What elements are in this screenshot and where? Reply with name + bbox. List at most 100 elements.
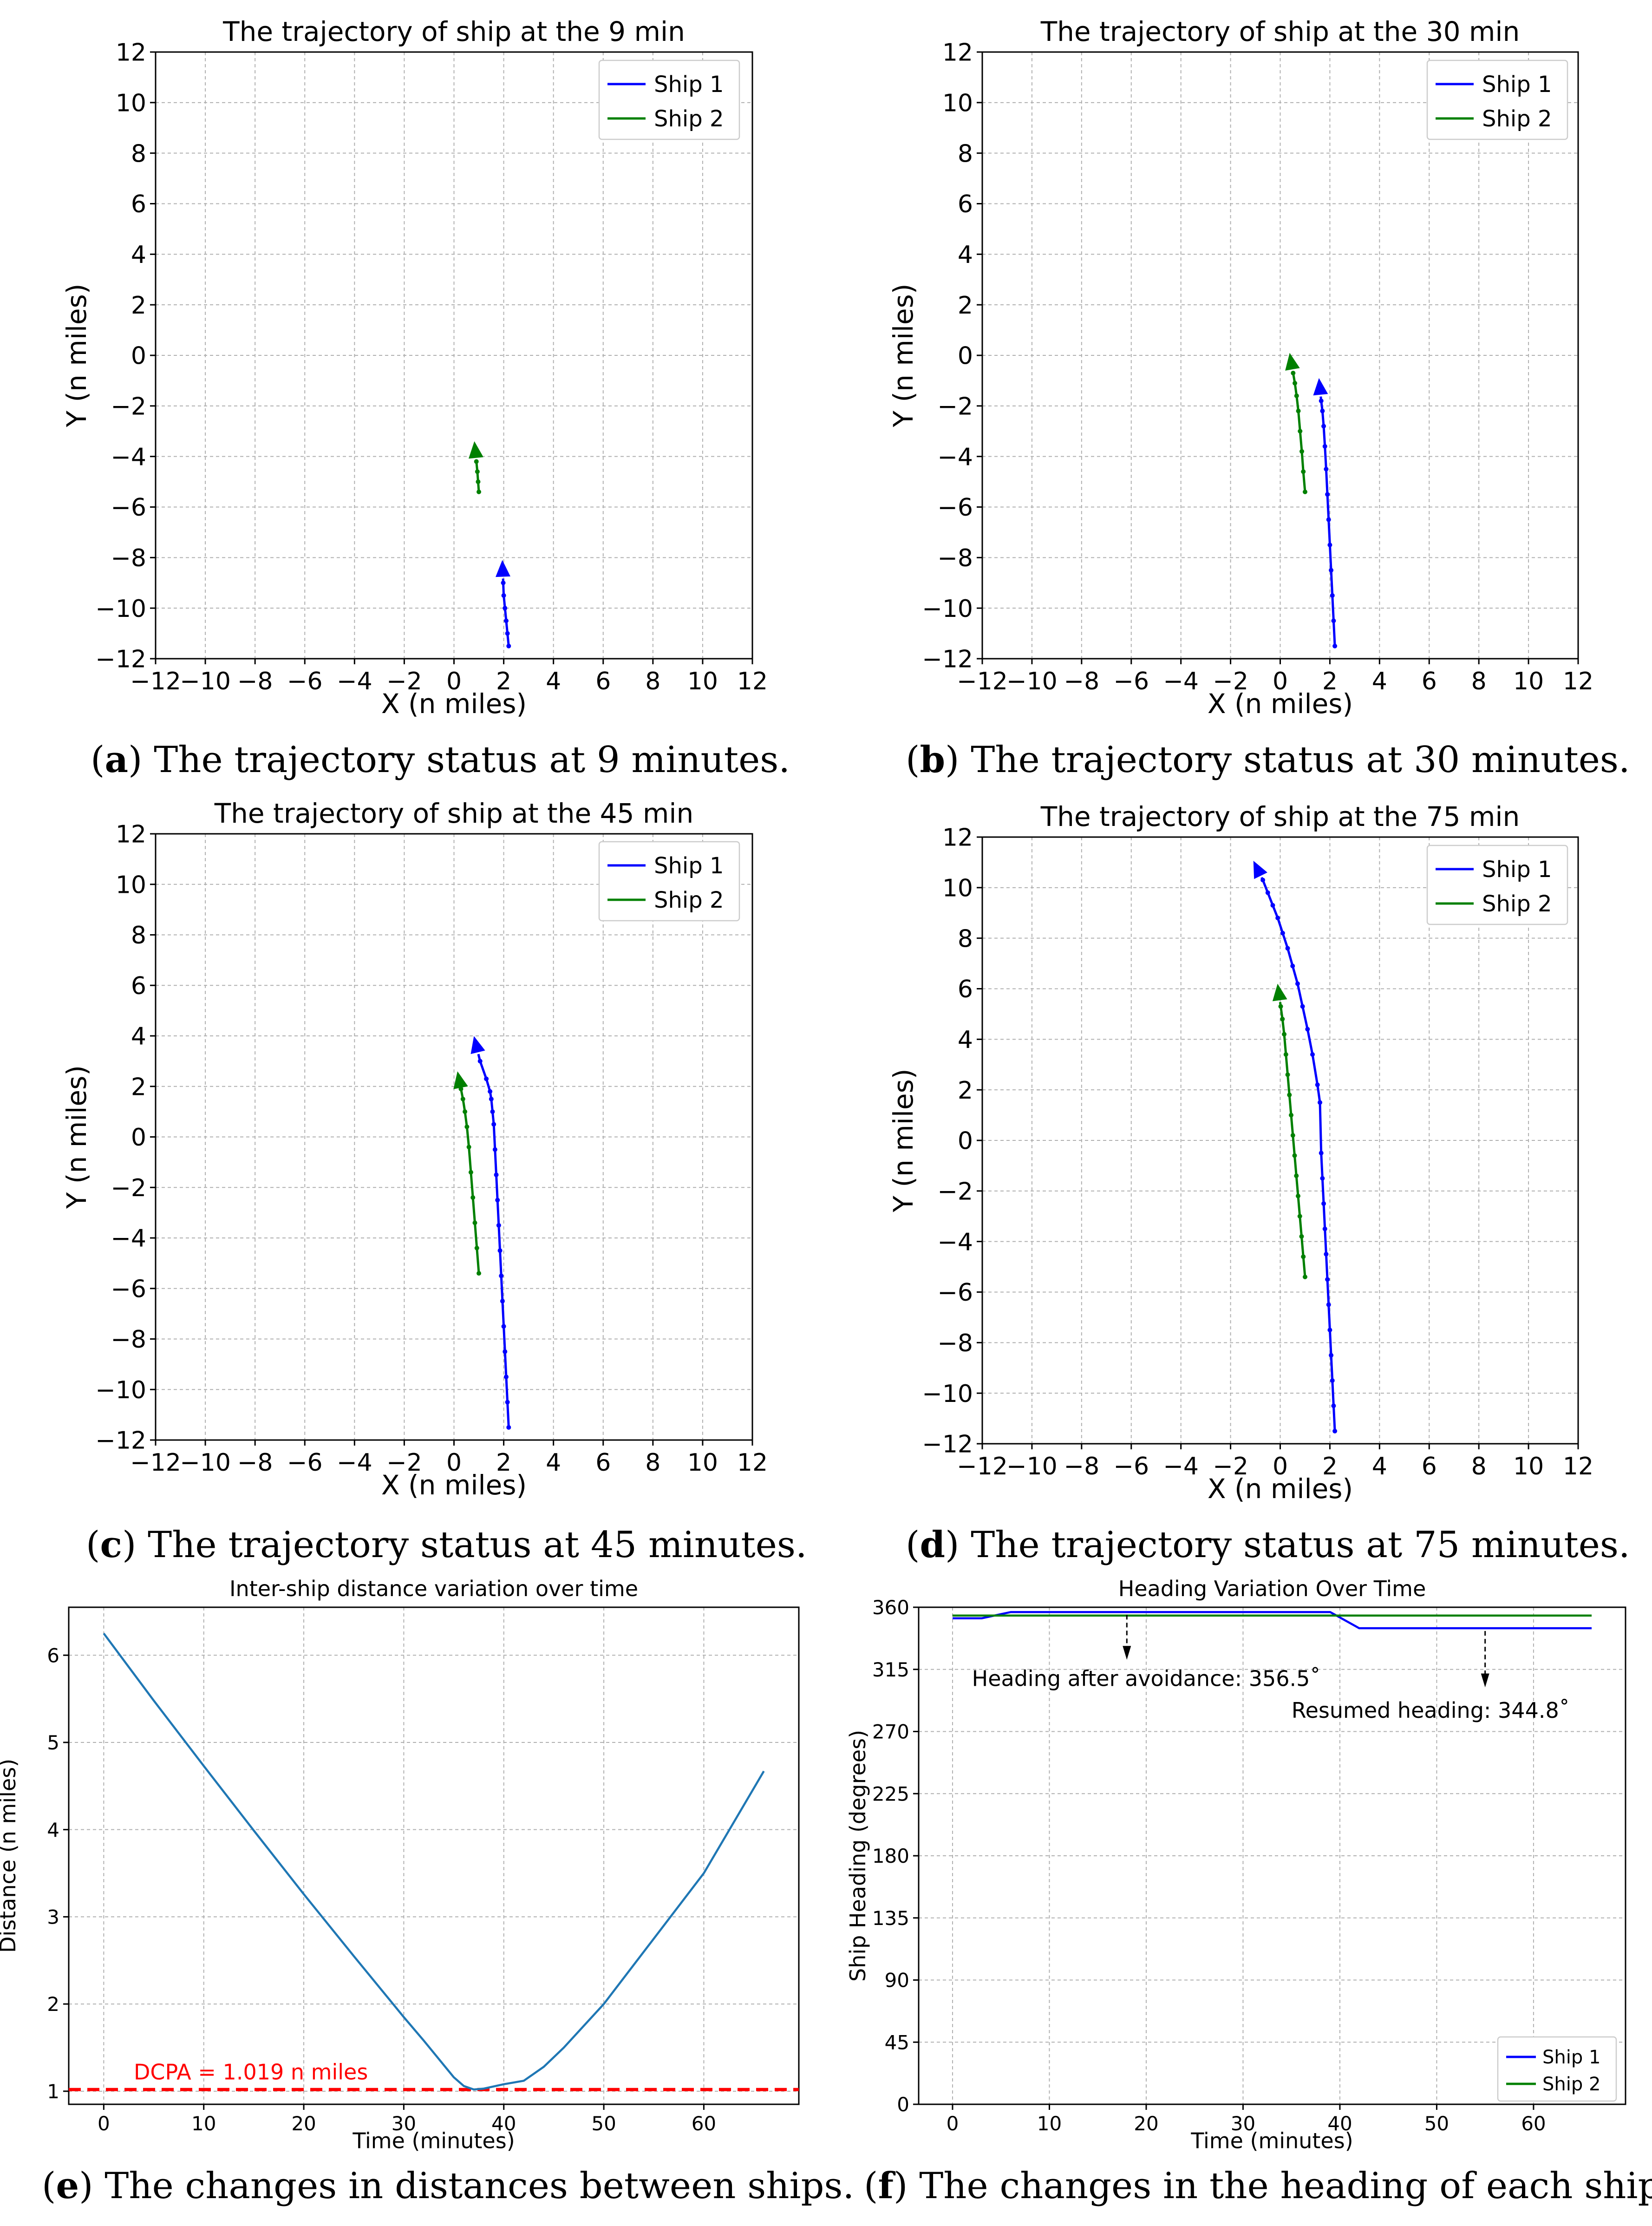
tick-label-x: 4 (1372, 668, 1387, 695)
tick-label-y: 0 (897, 2093, 909, 2116)
annotation-arrowhead (1123, 1646, 1131, 1660)
series-point (500, 1298, 505, 1303)
tick-label-x: 0 (1273, 1453, 1288, 1480)
series-point (1282, 1032, 1287, 1037)
tick-label-y: −4 (111, 1225, 146, 1253)
series-point (476, 479, 481, 484)
tick-label-y: 6 (958, 976, 973, 1003)
series-point (492, 1147, 497, 1152)
tick-label-x: 60 (692, 2112, 716, 2135)
series-point (1319, 398, 1324, 403)
series-point (1294, 1173, 1299, 1178)
tick-label-x: 4 (546, 1449, 561, 1477)
series-point (1331, 618, 1336, 623)
tick-label-x: −8 (1064, 1453, 1100, 1480)
series-point (477, 1271, 482, 1276)
series-point (1330, 593, 1335, 598)
series-point (1329, 568, 1334, 573)
caption-d: (d) The trajectory status at 75 minutes. (906, 1524, 1630, 1566)
series-point (1330, 1378, 1335, 1383)
tick-label-y: −12 (922, 646, 973, 674)
tick-label-y: 12 (942, 824, 973, 852)
series-point (1301, 469, 1306, 474)
tick-label-x: −4 (337, 668, 372, 695)
chart-title: Heading Variation Over Time (1118, 1576, 1426, 1601)
tick-label-x: 6 (1422, 668, 1437, 695)
chart-d: −12−10 −8 −6 −4 −2 0 2 4 6 8 10 12−12−10−8−6−4−2024… (888, 801, 1593, 1505)
tick-label-x: −6 (1113, 1453, 1149, 1480)
tick-label-y: 10 (116, 90, 146, 118)
tick-label-x: 6 (595, 668, 611, 695)
x-axis-label: Time (minutes) (352, 2128, 515, 2154)
x-axis-label: X (n miles) (1208, 688, 1353, 720)
tick-label-y: −4 (111, 443, 146, 471)
annotation-avoidance: Heading after avoidance: 356.5˚ (972, 1666, 1321, 1691)
tick-label-y: 0 (958, 1127, 973, 1155)
series-point (470, 1195, 476, 1200)
tick-label-x: 0 (947, 2112, 959, 2135)
plot-frame (155, 51, 753, 660)
tick-label-y: 360 (872, 1596, 909, 1619)
series-point (494, 1172, 499, 1178)
legend-label: Ship 2 (654, 887, 724, 913)
tick-label-x: 20 (291, 2112, 316, 2135)
plot-frame (981, 51, 1579, 660)
series-point (1327, 543, 1332, 548)
caption-e: (e) The changes in distances between shi… (42, 2165, 855, 2207)
y-axis-label: Y (n miles) (61, 284, 92, 428)
tick-label-y: 0 (131, 1124, 146, 1152)
series-point (1321, 424, 1326, 429)
tick-label-x: 20 (1134, 2112, 1158, 2135)
series-point (501, 580, 506, 585)
series-point (1324, 466, 1329, 471)
tick-label-y: 12 (116, 821, 146, 849)
series-arrow-1 (1313, 378, 1328, 396)
legend-label: Ship 2 (1482, 891, 1552, 917)
tick-label-x: 0 (1273, 668, 1288, 695)
series-point (474, 1245, 479, 1250)
y-axis-label: Distance (n miles) (0, 1759, 20, 1953)
tick-label-y: 2 (131, 292, 146, 320)
series-point (501, 1324, 506, 1329)
tick-label-x: 10 (687, 668, 718, 695)
caption-c: (c) The trajectory status at 45 minutes. (86, 1524, 807, 1566)
tick-label-x: 0 (446, 668, 462, 695)
legend-label: Ship 1 (1482, 72, 1552, 98)
tick-label-x: −12 (130, 1449, 181, 1477)
tick-label-x: −6 (287, 668, 323, 695)
plot-frame (918, 1606, 1626, 2105)
x-axis-label: X (n miles) (381, 688, 527, 720)
tick-label-y: 12 (942, 39, 973, 67)
series-point (1325, 1277, 1330, 1282)
series-point (1298, 429, 1303, 434)
tick-label-y: 4 (47, 1819, 59, 1841)
legend: Ship 1 Ship 2 (598, 841, 740, 922)
series-point (503, 1375, 509, 1380)
series-point (472, 1220, 477, 1225)
tick-label-y: 315 (872, 1658, 909, 1681)
series-point (1318, 1100, 1323, 1105)
chart-c: −12−10 −8 −6 −4 −2 0 2 4 6 8 10 12−12−10−8−6−4−2024… (61, 798, 768, 1501)
tick-label-x: 60 (1521, 2112, 1546, 2135)
tick-label-x: −4 (337, 1449, 372, 1477)
series-line-1 (502, 578, 510, 647)
tick-label-x: 10 (1513, 668, 1544, 695)
series-arrow-1 (496, 560, 510, 577)
series-point (468, 1170, 473, 1175)
caption-f: (f) The changes in the heading of each s… (864, 2165, 1652, 2207)
tick-label-y: 4 (958, 241, 973, 269)
series-arrow-2 (1285, 353, 1300, 371)
tick-label-y: 8 (958, 140, 973, 168)
tick-label-x: 2 (496, 668, 511, 695)
tick-label-x: 12 (1563, 1453, 1593, 1480)
tick-label-x: 10 (687, 1449, 718, 1477)
series-point (497, 1248, 503, 1253)
tick-label-y: −10 (922, 595, 973, 623)
series-line-1 (103, 1632, 765, 2091)
tick-label-y: 0 (131, 342, 146, 370)
series-point (477, 489, 482, 494)
chart-title: The trajectory of ship at the 45 min (214, 798, 694, 829)
tick-label-y: 1 (47, 2080, 59, 2103)
tick-label-y: 8 (958, 925, 973, 953)
legend-label: Ship 1 (1542, 2047, 1600, 2068)
